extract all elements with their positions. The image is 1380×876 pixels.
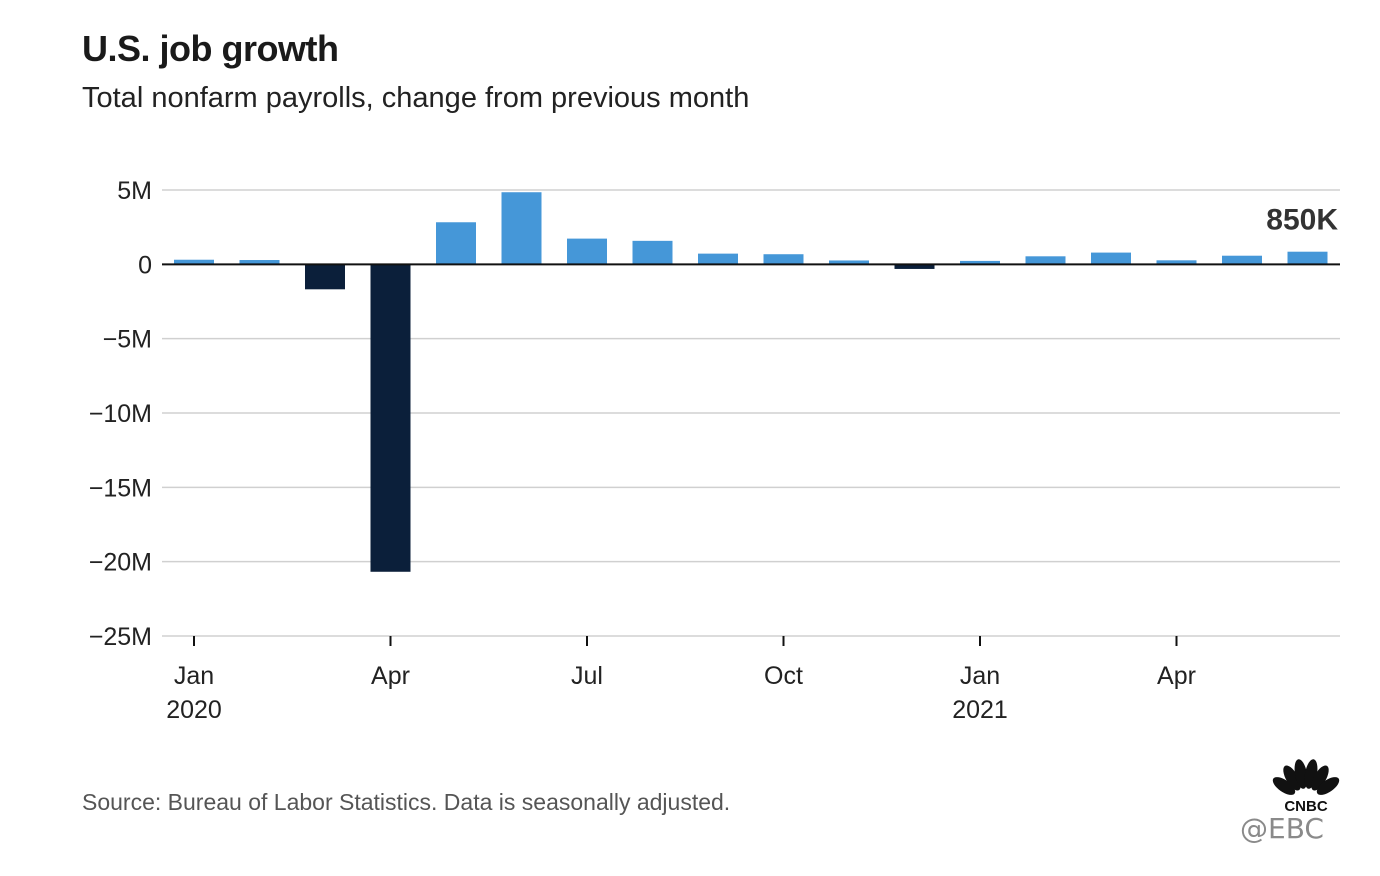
bar	[1287, 251, 1328, 265]
y-tick-label: −5M	[103, 326, 152, 354]
x-axis-ticks: Jan 2020 Apr Jul Oct Jan 2021 Apr	[166, 636, 1196, 724]
source-note: Source: Bureau of Labor Statistics. Data…	[82, 789, 731, 815]
bar	[436, 222, 476, 265]
bar	[1025, 256, 1066, 265]
x-tick-month: Apr	[371, 662, 410, 690]
bar	[960, 260, 1000, 265]
y-tick-label: −15M	[89, 474, 152, 502]
bar	[1222, 255, 1262, 265]
bars	[174, 192, 1328, 572]
x-tick-year: 2020	[166, 696, 222, 724]
watermark: @EBC	[1240, 812, 1324, 845]
bar	[1091, 252, 1131, 265]
y-tick-label: −10M	[89, 400, 152, 428]
y-tick-label: −20M	[89, 549, 152, 577]
chart-subtitle: Total nonfarm payrolls, change from prev…	[82, 82, 750, 114]
grid-lines	[162, 189, 1340, 637]
logo-text: CNBC	[1284, 798, 1327, 814]
x-tick-month: Jan	[174, 662, 214, 690]
x-tick-month: Apr	[1157, 662, 1196, 690]
bar	[567, 238, 607, 265]
x-tick-year: 2021	[952, 696, 1008, 724]
last-value-label: 850K	[1266, 204, 1338, 237]
bar	[894, 264, 935, 269]
bar	[370, 264, 411, 572]
bar	[305, 264, 345, 290]
bar	[829, 260, 869, 265]
x-tick-month: Jan	[960, 662, 1000, 690]
y-axis-ticks: 5M 0 −5M −10M −15M −20M −25M	[89, 177, 152, 651]
chart-title: U.S. job growth	[82, 28, 339, 69]
annotations: 850K	[1266, 204, 1338, 237]
bar	[501, 192, 542, 265]
x-tick-month: Oct	[764, 662, 803, 690]
bar	[763, 254, 804, 265]
cnbc-peacock-logo: CNBC	[1272, 759, 1340, 814]
bar	[1156, 260, 1197, 265]
bar	[698, 253, 738, 265]
bar	[632, 240, 673, 265]
bar	[174, 259, 214, 265]
y-tick-label: 0	[138, 251, 152, 279]
y-tick-label: 5M	[117, 177, 152, 205]
x-tick-month: Jul	[571, 662, 603, 690]
bar	[239, 260, 280, 265]
y-tick-label: −25M	[89, 623, 152, 651]
